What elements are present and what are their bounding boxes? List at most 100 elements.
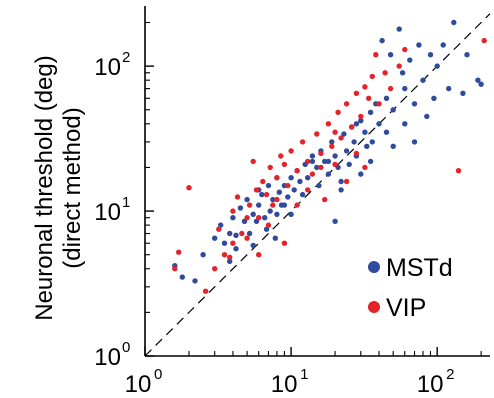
- point-mstd-85: [325, 158, 332, 165]
- point-mstd-95: [233, 232, 239, 238]
- point-vip-56: [318, 164, 324, 171]
- point-vip-26: [305, 158, 311, 165]
- point-mstd-98: [272, 235, 278, 241]
- point-mstd-22: [274, 211, 280, 217]
- y-axis-label-line-2: (direct method): [59, 107, 86, 268]
- point-vip-31: [325, 121, 332, 127]
- point-vip-29: [318, 150, 324, 157]
- y-tick-exponent-1: 1: [122, 194, 130, 211]
- point-vip-42: [369, 73, 375, 80]
- point-vip-8: [234, 194, 241, 200]
- point-mstd-13: [246, 230, 253, 237]
- point-mstd-50: [358, 118, 364, 124]
- point-mstd-77: [475, 77, 481, 83]
- x-tick-exponent-0: 0: [154, 366, 162, 383]
- point-mstd-51: [362, 129, 368, 135]
- point-vip-11: [246, 202, 253, 208]
- point-vip-55: [305, 187, 311, 193]
- point-vip-57: [332, 129, 338, 135]
- point-vip-15: [260, 178, 266, 185]
- point-vip-59: [353, 150, 360, 157]
- x-tick-label-2: 10: [417, 371, 444, 398]
- point-mstd-44: [341, 131, 347, 137]
- point-vip-40: [362, 84, 368, 90]
- point-vip-53: [281, 240, 288, 246]
- y-tick-exponent-2: 2: [122, 49, 130, 66]
- point-mstd-19: [265, 182, 272, 189]
- point-vip-52: [265, 222, 272, 228]
- point-mstd-76: [464, 52, 470, 58]
- point-vip-21: [281, 161, 288, 168]
- data-points: [172, 19, 487, 294]
- point-mstd-60: [390, 107, 396, 113]
- point-mstd-62: [399, 70, 406, 76]
- point-mstd-89: [383, 129, 390, 135]
- axes: 10 0 10 1 10 210 010 110 2: [94, 6, 490, 398]
- y-tick-exponent-0: 0: [122, 339, 130, 356]
- point-vip-32: [329, 143, 335, 149]
- y-tick-label-0: 10: [94, 344, 121, 371]
- point-mstd-79: [338, 178, 344, 185]
- legend-marker-vip: [368, 301, 380, 313]
- x-tick-exponent-1: 1: [300, 366, 308, 383]
- point-mstd-65: [411, 101, 418, 107]
- point-mstd-56: [376, 121, 382, 127]
- point-vip-36: [343, 101, 350, 107]
- point-mstd-53: [367, 109, 374, 116]
- point-vip-3: [202, 288, 209, 294]
- point-mstd-78: [478, 81, 484, 87]
- legend-label-mstd: MSTd: [386, 254, 453, 282]
- point-mstd-97: [263, 226, 270, 232]
- point-mstd-41: [332, 153, 338, 159]
- point-mstd-38: [322, 158, 328, 165]
- point-mstd-88: [367, 158, 374, 165]
- point-vip-28: [314, 131, 320, 137]
- point-mstd-84: [281, 202, 288, 208]
- point-vip-22: [285, 182, 291, 189]
- point-vip-6: [227, 254, 233, 260]
- point-mstd-80: [309, 158, 316, 165]
- point-mstd-71: [434, 63, 440, 69]
- point-mstd-96: [250, 242, 256, 249]
- legend-label-vip: VIP: [386, 294, 426, 322]
- point-mstd-94: [227, 258, 233, 264]
- point-mstd-90: [390, 143, 396, 149]
- point-vip-47: [396, 63, 402, 69]
- point-mstd-54: [369, 139, 375, 145]
- point-mstd-75: [460, 90, 466, 97]
- point-mstd-4: [212, 235, 218, 241]
- point-mstd-59: [387, 52, 394, 58]
- point-mstd-40: [329, 139, 335, 145]
- point-mstd-92: [411, 139, 418, 145]
- point-mstd-28: [291, 187, 297, 193]
- point-vip-43: [373, 52, 379, 58]
- point-mstd-3: [200, 252, 206, 258]
- x-tick-exponent-2: 2: [446, 366, 454, 383]
- point-vip-25: [299, 139, 306, 145]
- point-mstd-6: [221, 240, 228, 246]
- point-vip-23: [288, 148, 294, 154]
- point-mstd-16: [256, 202, 262, 208]
- point-vip-5: [221, 252, 228, 258]
- point-vip-38: [353, 90, 360, 97]
- point-vip-58: [343, 178, 350, 185]
- point-mstd-33: [305, 175, 311, 181]
- point-mstd-66: [416, 42, 422, 48]
- point-vip-27: [309, 171, 316, 177]
- point-vip-33: [332, 161, 338, 168]
- point-vip-45: [382, 70, 388, 76]
- point-vip-35: [338, 135, 344, 141]
- point-vip-4: [212, 266, 218, 272]
- point-mstd-68: [424, 113, 430, 120]
- point-mstd-21: [270, 196, 276, 203]
- point-vip-39: [358, 113, 364, 120]
- point-mstd-23: [276, 189, 282, 195]
- point-mstd-27: [288, 175, 294, 181]
- point-vip-41: [366, 95, 372, 102]
- point-mstd-73: [446, 85, 452, 92]
- point-mstd-2: [192, 278, 198, 284]
- point-mstd-39: [325, 171, 332, 177]
- point-mstd-30: [297, 178, 303, 185]
- point-mstd-12: [244, 196, 250, 203]
